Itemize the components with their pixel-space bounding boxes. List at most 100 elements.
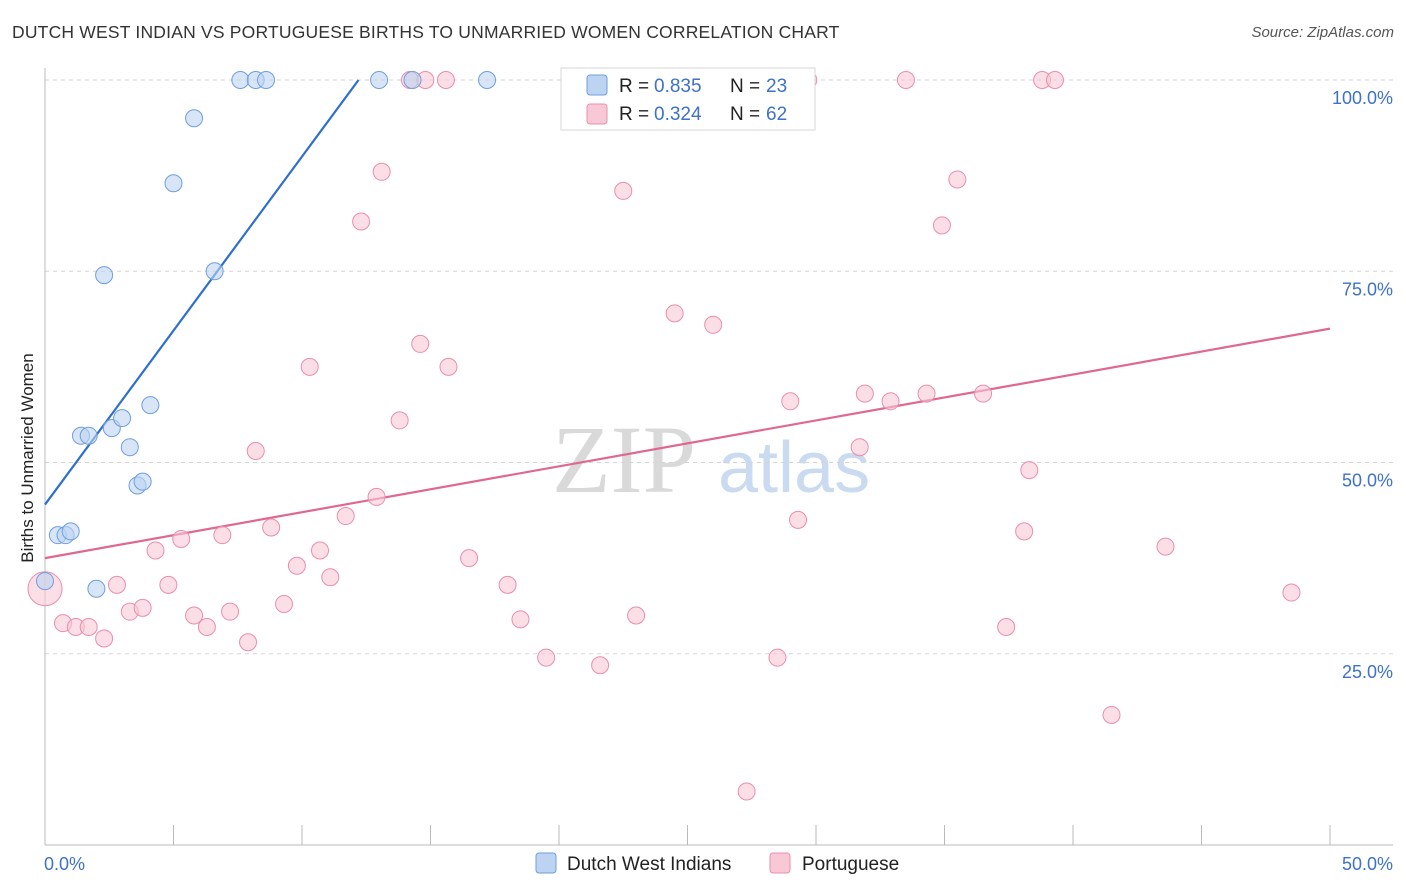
- legend: R = 0.835 N = 23 R = 0.324 N = 62: [560, 67, 816, 131]
- portuguese-point: [1015, 522, 1034, 541]
- x-tick-label-max: 50.0%: [1342, 854, 1393, 874]
- bottom-legend-swatch-dutch-west-indians: [535, 852, 557, 874]
- portuguese-point: [855, 384, 874, 403]
- portuguese-point: [1046, 71, 1065, 89]
- portuguese-point: [932, 216, 951, 235]
- portuguese-point: [1020, 461, 1039, 480]
- watermark-zip: ZIP: [552, 406, 696, 513]
- y-tick-label-25: 25.0%: [1342, 662, 1393, 682]
- portuguese-point: [246, 442, 265, 461]
- portuguese-point: [239, 633, 258, 652]
- portuguese-point: [460, 549, 479, 568]
- x-tick-label-min: 0.0%: [44, 854, 85, 874]
- y-axis-title: Births to Unmarried Women: [18, 353, 37, 562]
- legend-r-value-1: 0.324: [654, 104, 702, 125]
- dutch-west-indian-point: [478, 71, 497, 89]
- portuguese-point: [917, 384, 936, 403]
- bottom-legend-label-dutch-west-indians: Dutch West Indians: [567, 854, 731, 875]
- dutch-west-indian-point: [141, 396, 160, 415]
- portuguese-point: [737, 782, 756, 801]
- y-tick-label-100: 100.0%: [1332, 88, 1393, 108]
- legend-swatch-dutch-west-indians: [586, 74, 608, 96]
- dutch-west-indian-point: [113, 409, 132, 428]
- portuguese-point: [511, 610, 530, 629]
- portuguese-point: [367, 487, 386, 506]
- dutch-west-indian-point: [87, 579, 106, 598]
- portuguese-point: [974, 384, 993, 403]
- legend-n-label-1: N =: [730, 104, 760, 125]
- legend-swatch-portuguese: [586, 103, 608, 125]
- portuguese-point: [197, 617, 216, 636]
- portuguese-point: [300, 357, 319, 376]
- bottom-legend: Dutch West Indians Portuguese: [535, 852, 899, 875]
- portuguese-point: [275, 595, 294, 614]
- dutch-west-indian-point: [133, 472, 152, 491]
- dutch-west-indian-point: [164, 174, 183, 193]
- portuguese-point: [850, 438, 869, 457]
- dutch-west-indian-point: [120, 438, 139, 457]
- portuguese-point: [159, 575, 178, 594]
- portuguese-point: [781, 392, 800, 411]
- portuguese-point: [95, 629, 114, 648]
- portuguese-point: [133, 598, 152, 617]
- portuguese-point: [146, 541, 165, 560]
- portuguese-point: [498, 575, 517, 594]
- portuguese-point: [372, 162, 391, 181]
- portuguese-point: [997, 617, 1016, 636]
- bottom-legend-label-portuguese: Portuguese: [802, 854, 899, 875]
- dutch-west-indian-point: [370, 71, 389, 89]
- portuguese-point: [107, 575, 126, 594]
- dutch-west-indian-point: [36, 572, 54, 591]
- portuguese-point: [390, 411, 409, 430]
- portuguese-point: [436, 71, 455, 89]
- legend-n-value-0: 23: [766, 76, 787, 97]
- portuguese-point: [948, 170, 967, 189]
- portuguese-point: [411, 334, 430, 353]
- dutch-west-indian-point: [185, 109, 204, 128]
- y-tick-labels: 25.0% 50.0% 75.0% 100.0%: [1332, 88, 1393, 682]
- dutch-west-indian-point: [61, 522, 80, 541]
- portuguese-point: [768, 648, 787, 667]
- dutch-west-indian-point: [257, 71, 276, 89]
- portuguese-point: [614, 181, 633, 200]
- bottom-legend-swatch-portuguese: [769, 852, 791, 874]
- legend-n-value-1: 62: [766, 104, 787, 125]
- portuguese-point: [704, 315, 723, 334]
- portuguese-point: [287, 556, 306, 575]
- watermark-atlas: atlas: [718, 428, 870, 508]
- portuguese-point: [336, 507, 355, 526]
- axes: [44, 68, 1393, 846]
- portuguese-point: [321, 568, 340, 587]
- dutch-west-indian-point: [205, 262, 224, 281]
- chart-title: DUTCH WEST INDIAN VS PORTUGUESE BIRTHS T…: [12, 22, 840, 42]
- dutch-west-indian-point: [403, 71, 422, 89]
- portuguese-point: [1282, 583, 1301, 602]
- source-label: Source: ZipAtlas.com: [1251, 24, 1394, 41]
- portuguese-point: [439, 357, 458, 376]
- portuguese-point: [627, 606, 646, 625]
- portuguese-point: [221, 602, 240, 621]
- gridlines: [45, 79, 1393, 655]
- portuguese-point: [79, 617, 98, 636]
- y-tick-label-50: 50.0%: [1342, 471, 1393, 491]
- portuguese-point: [896, 71, 915, 89]
- portuguese-point: [352, 212, 371, 231]
- y-tick-label-75: 75.0%: [1342, 279, 1393, 299]
- legend-r-label-0: R =: [619, 76, 649, 97]
- portuguese-trend-line: [44, 327, 1331, 560]
- portuguese-point: [1102, 705, 1121, 724]
- dutch-west-indian-point: [79, 426, 98, 445]
- portuguese-point: [310, 541, 329, 560]
- portuguese-point: [213, 526, 232, 545]
- legend-n-label-0: N =: [730, 76, 760, 97]
- legend-r-value-0: 0.835: [654, 76, 702, 97]
- portuguese-point: [172, 530, 191, 548]
- dutch-west-indian-point: [95, 266, 114, 285]
- portuguese-point: [881, 392, 900, 411]
- portuguese-point: [591, 656, 610, 675]
- data-points: [27, 71, 1301, 801]
- portuguese-point: [262, 518, 281, 537]
- portuguese-point: [1156, 537, 1175, 556]
